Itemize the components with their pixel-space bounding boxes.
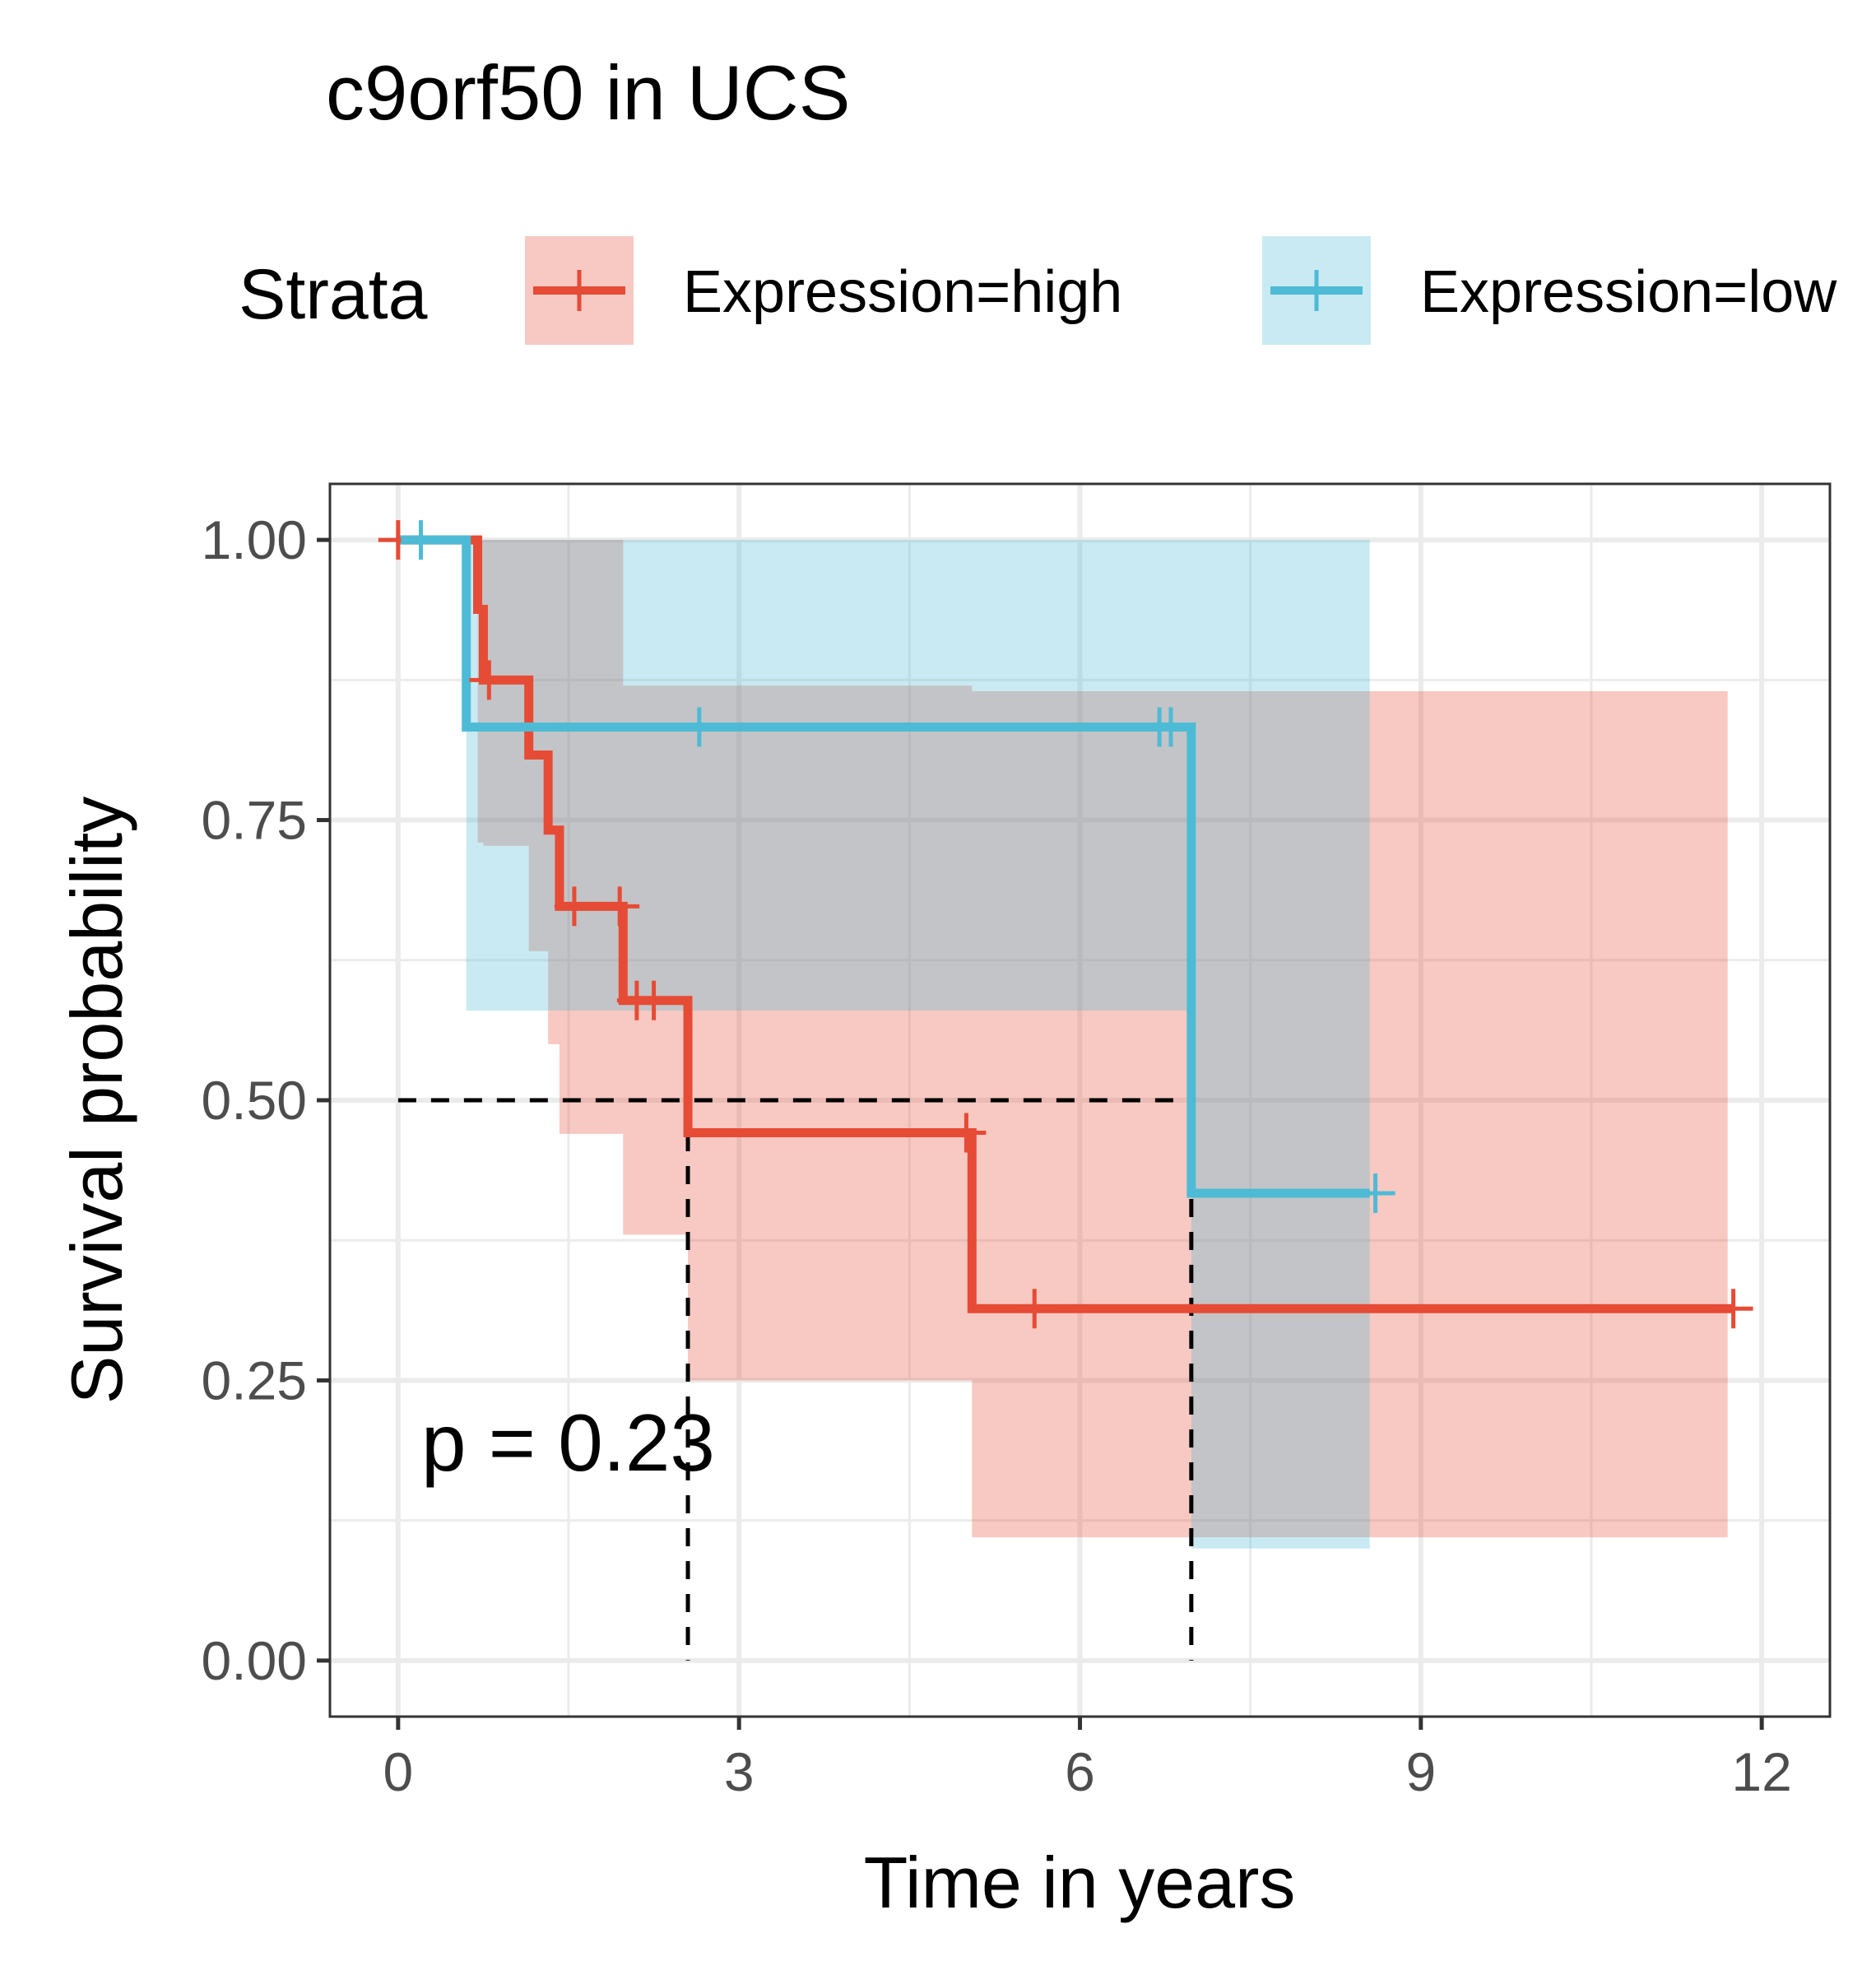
legend-label-high: Expression=high (683, 259, 1122, 325)
x-tick-label: 6 (1065, 1741, 1095, 1802)
legend-title: Strata (239, 255, 428, 334)
ci-band-0 (972, 690, 1728, 1538)
y-tick-label: 0.75 (202, 790, 307, 851)
y-tick-label: 0.25 (202, 1350, 307, 1410)
survival-curve-0 (397, 535, 1734, 1313)
confidence-bands (466, 540, 1728, 1549)
y-tick-label: 0.00 (202, 1630, 307, 1691)
x-tick-label: 9 (1405, 1741, 1436, 1802)
x-tick-label: 0 (383, 1741, 414, 1802)
legend-label-low: Expression=low (1420, 259, 1837, 325)
survival-curves (397, 535, 1734, 1313)
ci-band-1 (1191, 540, 1370, 1549)
ci-band-0 (528, 540, 549, 951)
x-tick-label: 3 (724, 1741, 755, 1802)
ci-band-1 (466, 540, 1191, 1011)
legend: Strata Expression=high Expression=low (239, 236, 1837, 345)
y-axis-title: Survival probability (56, 797, 137, 1405)
median-lines (397, 1098, 1194, 1661)
y-tick-label: 1.00 (202, 509, 307, 570)
ci-band-0 (477, 540, 484, 843)
x-axis-title: Time in years (864, 1842, 1296, 1923)
p-value-annotation: p = 0.23 (421, 1397, 715, 1488)
ci-band-0 (548, 540, 560, 1044)
legend-item-low: Expression=low (1262, 236, 1837, 345)
survival-curve-1 (397, 535, 1370, 1198)
axes: 0 3 6 9 12 0.00 0.25 0.50 0.75 1.00 (202, 509, 1792, 1802)
legend-item-high: Expression=high (525, 236, 1122, 345)
grid (330, 484, 1830, 1717)
censor-marks (378, 520, 1753, 1329)
ci-band-0 (559, 540, 624, 1134)
y-tick-label: 0.50 (202, 1070, 307, 1131)
x-tick-label: 12 (1731, 1741, 1791, 1802)
ci-band-0 (623, 685, 689, 1235)
chart-title: c9orf50 in UCS (326, 49, 850, 136)
ci-band-0 (688, 685, 973, 1381)
